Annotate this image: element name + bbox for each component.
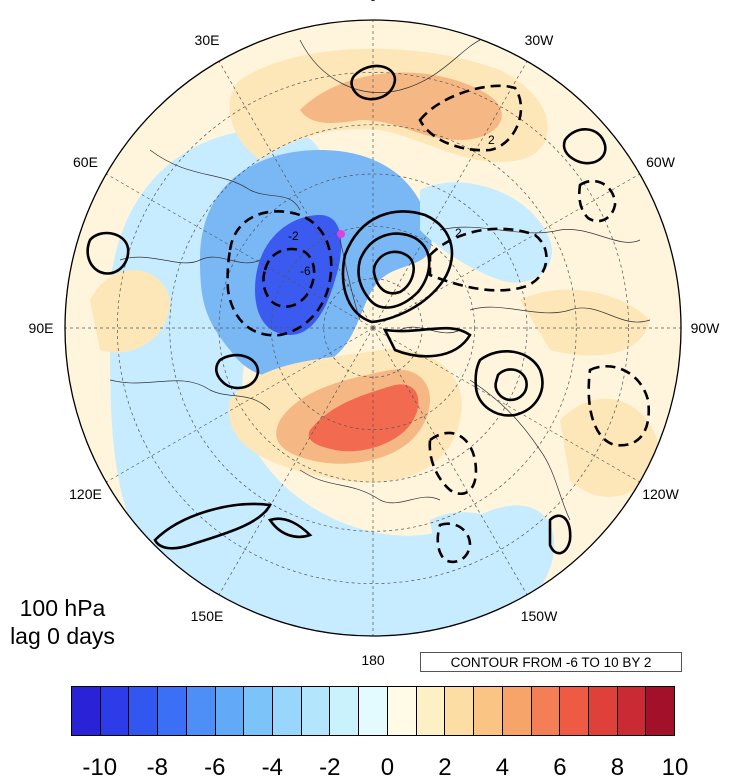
colorbar-swatch: [416, 687, 446, 735]
positive-contour: [372, 250, 415, 295]
colorbar-swatch: [646, 687, 675, 735]
negative-contour: [577, 179, 617, 223]
colorbar-swatch: [445, 687, 475, 735]
colorbar-swatch: [186, 687, 216, 735]
colorbar-swatch: [100, 687, 130, 735]
shading-region: [300, 72, 502, 140]
positive-contour: [341, 210, 454, 324]
longitude-label: 120W: [642, 486, 679, 502]
shading-region: [308, 384, 419, 452]
shading-region: [90, 270, 170, 353]
colorbar: [71, 686, 675, 736]
negative-contour: [436, 522, 472, 564]
coastline: [119, 256, 261, 264]
longitude-label: 60W: [646, 154, 675, 170]
positive-contour: [350, 64, 397, 101]
colorbar-tick-label: -10: [82, 754, 118, 781]
colorbar-tick-label: -8: [146, 754, 168, 781]
shading-region: [420, 182, 552, 283]
colorbar-tick-label: 10: [661, 754, 689, 781]
longitude-label: 30E: [194, 32, 220, 49]
colorbar-swatch: [301, 687, 331, 735]
longitude-label: 90W: [690, 320, 720, 336]
positive-contour: [548, 514, 572, 555]
anomaly-shading: [90, 48, 660, 636]
contour-label: 2: [488, 133, 495, 147]
colorbar-swatch: [560, 687, 589, 735]
lag-label: lag 0 days: [10, 623, 115, 649]
negative-contour: [226, 210, 333, 337]
coastline: [469, 306, 651, 323]
colorbar-swatch: [273, 687, 302, 735]
level-label: 100 hPa: [19, 595, 106, 621]
negative-contour: [418, 84, 523, 152]
latitude-circle: [169, 124, 577, 532]
longitude-label: 0: [369, 0, 377, 4]
positive-contour: [357, 232, 431, 309]
positive-contour: [153, 502, 272, 550]
positive-contour: [494, 368, 528, 402]
colorbar-swatch: [330, 687, 360, 735]
colorbar-swatch: [531, 687, 561, 735]
colorbar-swatch: [474, 687, 503, 735]
map-boundary: [64, 19, 682, 637]
contour-info-box: CONTOUR FROM -6 TO 10 BY 2: [420, 652, 682, 672]
colorbar-tick-label: 8: [610, 754, 625, 781]
colorbar-swatch: [215, 687, 245, 735]
colorbar-swatch: [359, 687, 388, 735]
latitude-circle: [117, 72, 629, 584]
coastlines: [109, 39, 651, 521]
longitude-label: 60E: [73, 154, 98, 170]
longitude-label: 120E: [69, 486, 102, 502]
contour-label: -6: [300, 264, 311, 278]
latitude-circle: [218, 173, 528, 483]
positive-contour: [215, 353, 260, 390]
colorbar-swatch: [129, 687, 159, 735]
coastline: [339, 239, 361, 321]
colorbar-tick-label: -2: [319, 754, 341, 781]
colorbar-tick-label: -6: [204, 754, 226, 781]
colorbar-swatch: [158, 687, 187, 735]
positive-contour: [86, 231, 130, 275]
colorbar-tick-label: 2: [438, 754, 452, 781]
colorbar-swatch: [72, 687, 101, 735]
positive-contour: [267, 517, 313, 539]
positive-contour: [562, 128, 607, 165]
contour-label: -2: [288, 229, 299, 243]
longitude-label: 150W: [520, 607, 558, 624]
coastline: [439, 226, 641, 243]
contour-label: 2: [455, 226, 462, 240]
latitude-circle: [271, 226, 475, 430]
coastline: [149, 149, 301, 211]
colorbar-tick-label: -4: [261, 754, 283, 781]
positive-contour: [382, 326, 472, 358]
coastline: [109, 379, 271, 411]
coastline: [299, 39, 481, 93]
negative-contour: [587, 365, 651, 447]
longitude-label: 30W: [524, 32, 554, 49]
contour-lines: [86, 64, 651, 564]
colorbar-tick-label: 6: [553, 754, 567, 781]
coastline: [299, 469, 441, 504]
colorbar-swatch: [588, 687, 618, 735]
positive-contour: [474, 350, 544, 417]
colorbar-swatch: [617, 687, 647, 735]
longitude-label: 150E: [190, 607, 224, 624]
negative-contour: [262, 247, 316, 308]
colorbar-tick-label: 4: [495, 754, 510, 781]
coastline: [469, 379, 571, 521]
shading-region: [560, 398, 660, 497]
colorbar-tick-label: 0: [380, 754, 395, 781]
colorbar-swatch: [502, 687, 532, 735]
negative-contour: [428, 227, 548, 292]
location-marker: [337, 230, 345, 238]
longitude-label: 180: [361, 652, 385, 668]
shading-region: [520, 289, 650, 356]
longitude-label: 90E: [28, 320, 54, 336]
colorbar-swatch: [244, 687, 274, 735]
colorbar-swatch: [387, 687, 417, 735]
shading-region: [430, 512, 540, 598]
